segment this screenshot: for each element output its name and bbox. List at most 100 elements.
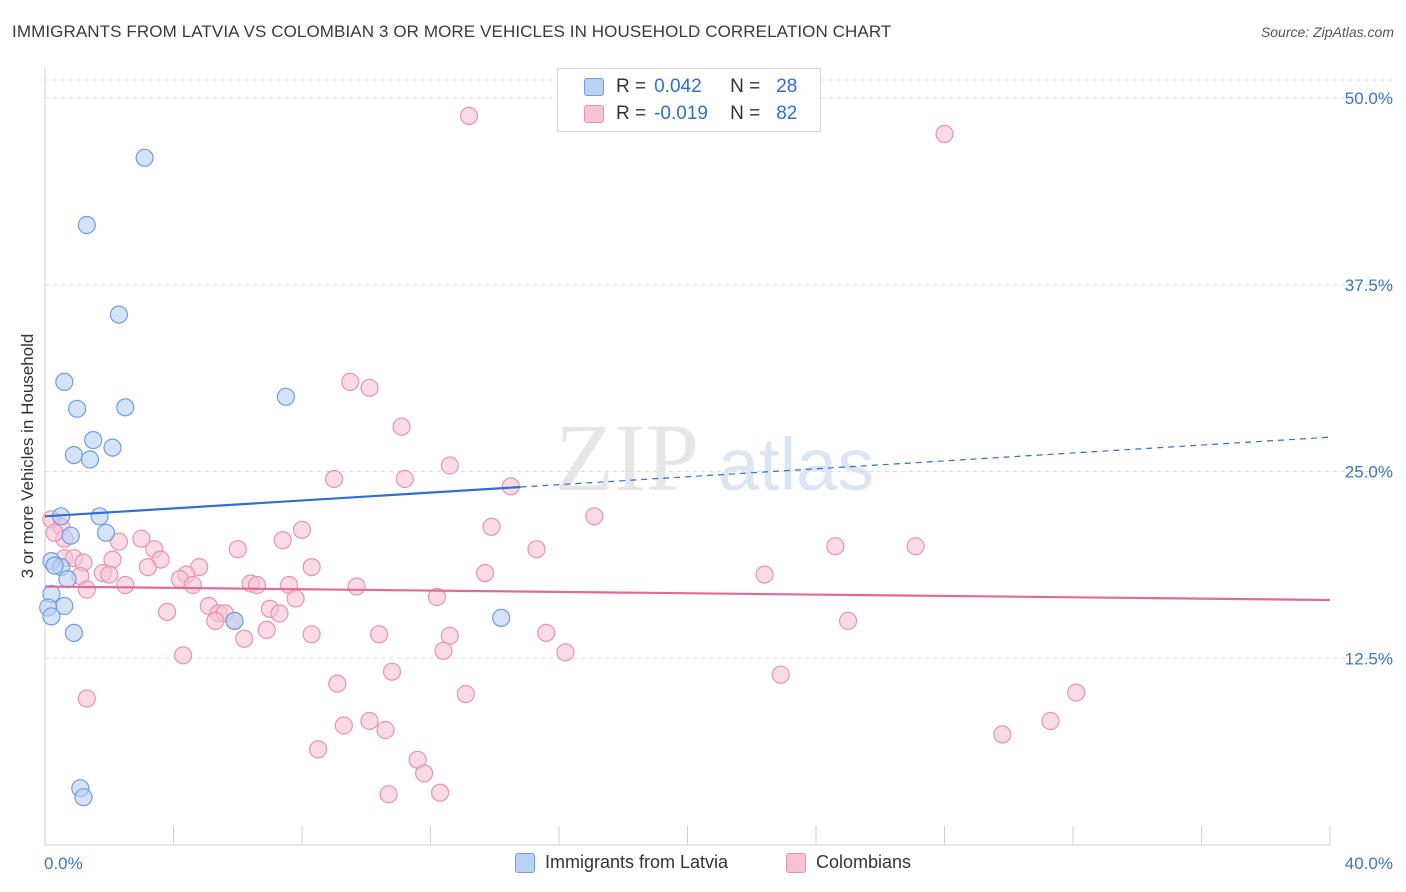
colombians-point [77, 689, 96, 708]
colombians-trend [44, 585, 1331, 602]
legend-swatch-pink [584, 105, 604, 123]
latvia-point [225, 611, 244, 631]
colombians-point [270, 604, 289, 623]
latvia-point [55, 372, 74, 391]
colombians-point [838, 611, 858, 631]
legend-n-value: 28 [776, 76, 798, 97]
colombians-point [537, 623, 556, 643]
latvia-point [492, 608, 511, 628]
colombians-point [228, 540, 247, 559]
legend-r-value: -0.019 [654, 103, 708, 124]
latvia-point [276, 387, 295, 406]
latvia-point [90, 507, 109, 526]
latvia-point [74, 788, 93, 807]
colombians-point [235, 629, 254, 648]
latvia-point [64, 623, 84, 643]
colombians-point [158, 602, 177, 622]
colombians-point [370, 625, 389, 644]
colombians-point [476, 563, 495, 583]
watermark-zip: ZIP [555, 404, 699, 511]
tick-labels: 12.5% 25.0% 37.5% 50.0% 0.0% 40.0% [44, 89, 1393, 873]
legend-n-value: 82 [776, 103, 798, 124]
colombians-point [183, 575, 202, 595]
colombians-point [935, 124, 954, 143]
bottom-legend-colombians: Colombians [786, 852, 911, 873]
colombians-point [302, 625, 321, 644]
colombians-point [174, 646, 193, 665]
legend-swatch-blue [584, 78, 604, 96]
colombians-point [482, 517, 501, 536]
latvia-trend-dashed [520, 436, 1331, 488]
latvia-point [64, 446, 84, 465]
bottom-legend-swatch-blue [515, 852, 535, 873]
colombians-point [556, 643, 575, 662]
latvia-point [45, 556, 64, 575]
colombians-point [395, 469, 414, 489]
colombians-point [309, 740, 328, 759]
colombians-point [347, 577, 366, 596]
colombians-point [771, 665, 790, 684]
legend-row-colombians: R = -0.019 N = 82 [584, 102, 797, 126]
latvia-point [67, 399, 87, 418]
axes [44, 68, 1331, 846]
legend-n-label: N = [730, 76, 761, 97]
colombians-point [459, 106, 479, 126]
latvia-point [77, 215, 96, 235]
trend-lines [44, 436, 1331, 602]
colombians-point [379, 785, 398, 804]
colombians-point [360, 378, 379, 397]
colombians-point [434, 641, 453, 660]
colombians-point [109, 532, 129, 551]
bottom-legend-label-latvia: Immigrants from Latvia [545, 852, 729, 872]
latvia-point [135, 148, 154, 167]
x-tick-label: 0.0% [44, 854, 83, 873]
latvia-point [58, 569, 77, 589]
latvia-point [80, 450, 100, 469]
colombians-point [45, 523, 64, 542]
colombians-point [132, 529, 151, 548]
colombians-point [382, 662, 402, 681]
colombians-point [302, 557, 321, 577]
colombians-point [427, 587, 446, 607]
colombians-point [328, 674, 347, 693]
latvia-point [42, 607, 61, 626]
latvia-point [84, 431, 103, 450]
latvia-point [109, 305, 129, 324]
colombians-point [1067, 683, 1086, 702]
colombians-point [585, 507, 604, 526]
colombians-point [138, 557, 157, 577]
colombians-point [100, 565, 119, 584]
latvia-point [103, 438, 122, 457]
y-tick-label: 12.5% [1345, 649, 1393, 668]
colombians-point [286, 589, 305, 608]
bottom-legend-latvia: Immigrants from Latvia [515, 852, 728, 873]
bottom-legend-swatch-pink [786, 852, 806, 873]
colombians-point [247, 575, 267, 595]
legend-n-label: N = [730, 103, 761, 124]
legend: R = 0.042 N = 28 R = -0.019 N = 82 [557, 68, 821, 132]
legend-row-latvia: R = 0.042 N = 28 [584, 75, 797, 99]
y-tick-label: 50.0% [1345, 89, 1393, 108]
colombians-point [273, 531, 292, 550]
colombians-point [334, 716, 353, 735]
colombians-point [456, 684, 475, 704]
colombians-point [826, 537, 845, 556]
source-label: Source: ZipAtlas.com [1260, 24, 1394, 40]
legend-r-value: 0.042 [654, 76, 702, 97]
colombians-point [116, 575, 135, 595]
colombians-point [755, 565, 774, 584]
colombians-point [527, 540, 546, 559]
latvia-point [116, 398, 135, 417]
watermark: ZIP atlas [555, 404, 874, 511]
legend-r-label: R = [616, 76, 647, 97]
colombians-point [341, 372, 360, 391]
chart-title: IMMIGRANTS FROM LATVIA VS COLOMBIAN 3 OR… [12, 22, 892, 41]
colombians-point [292, 520, 312, 539]
latvia-point [61, 526, 80, 545]
colombians-point [206, 611, 225, 631]
colombians-point [325, 469, 344, 489]
colombians-point [993, 725, 1012, 744]
colombians-point [1041, 711, 1060, 731]
watermark-atlas: atlas [718, 423, 874, 506]
